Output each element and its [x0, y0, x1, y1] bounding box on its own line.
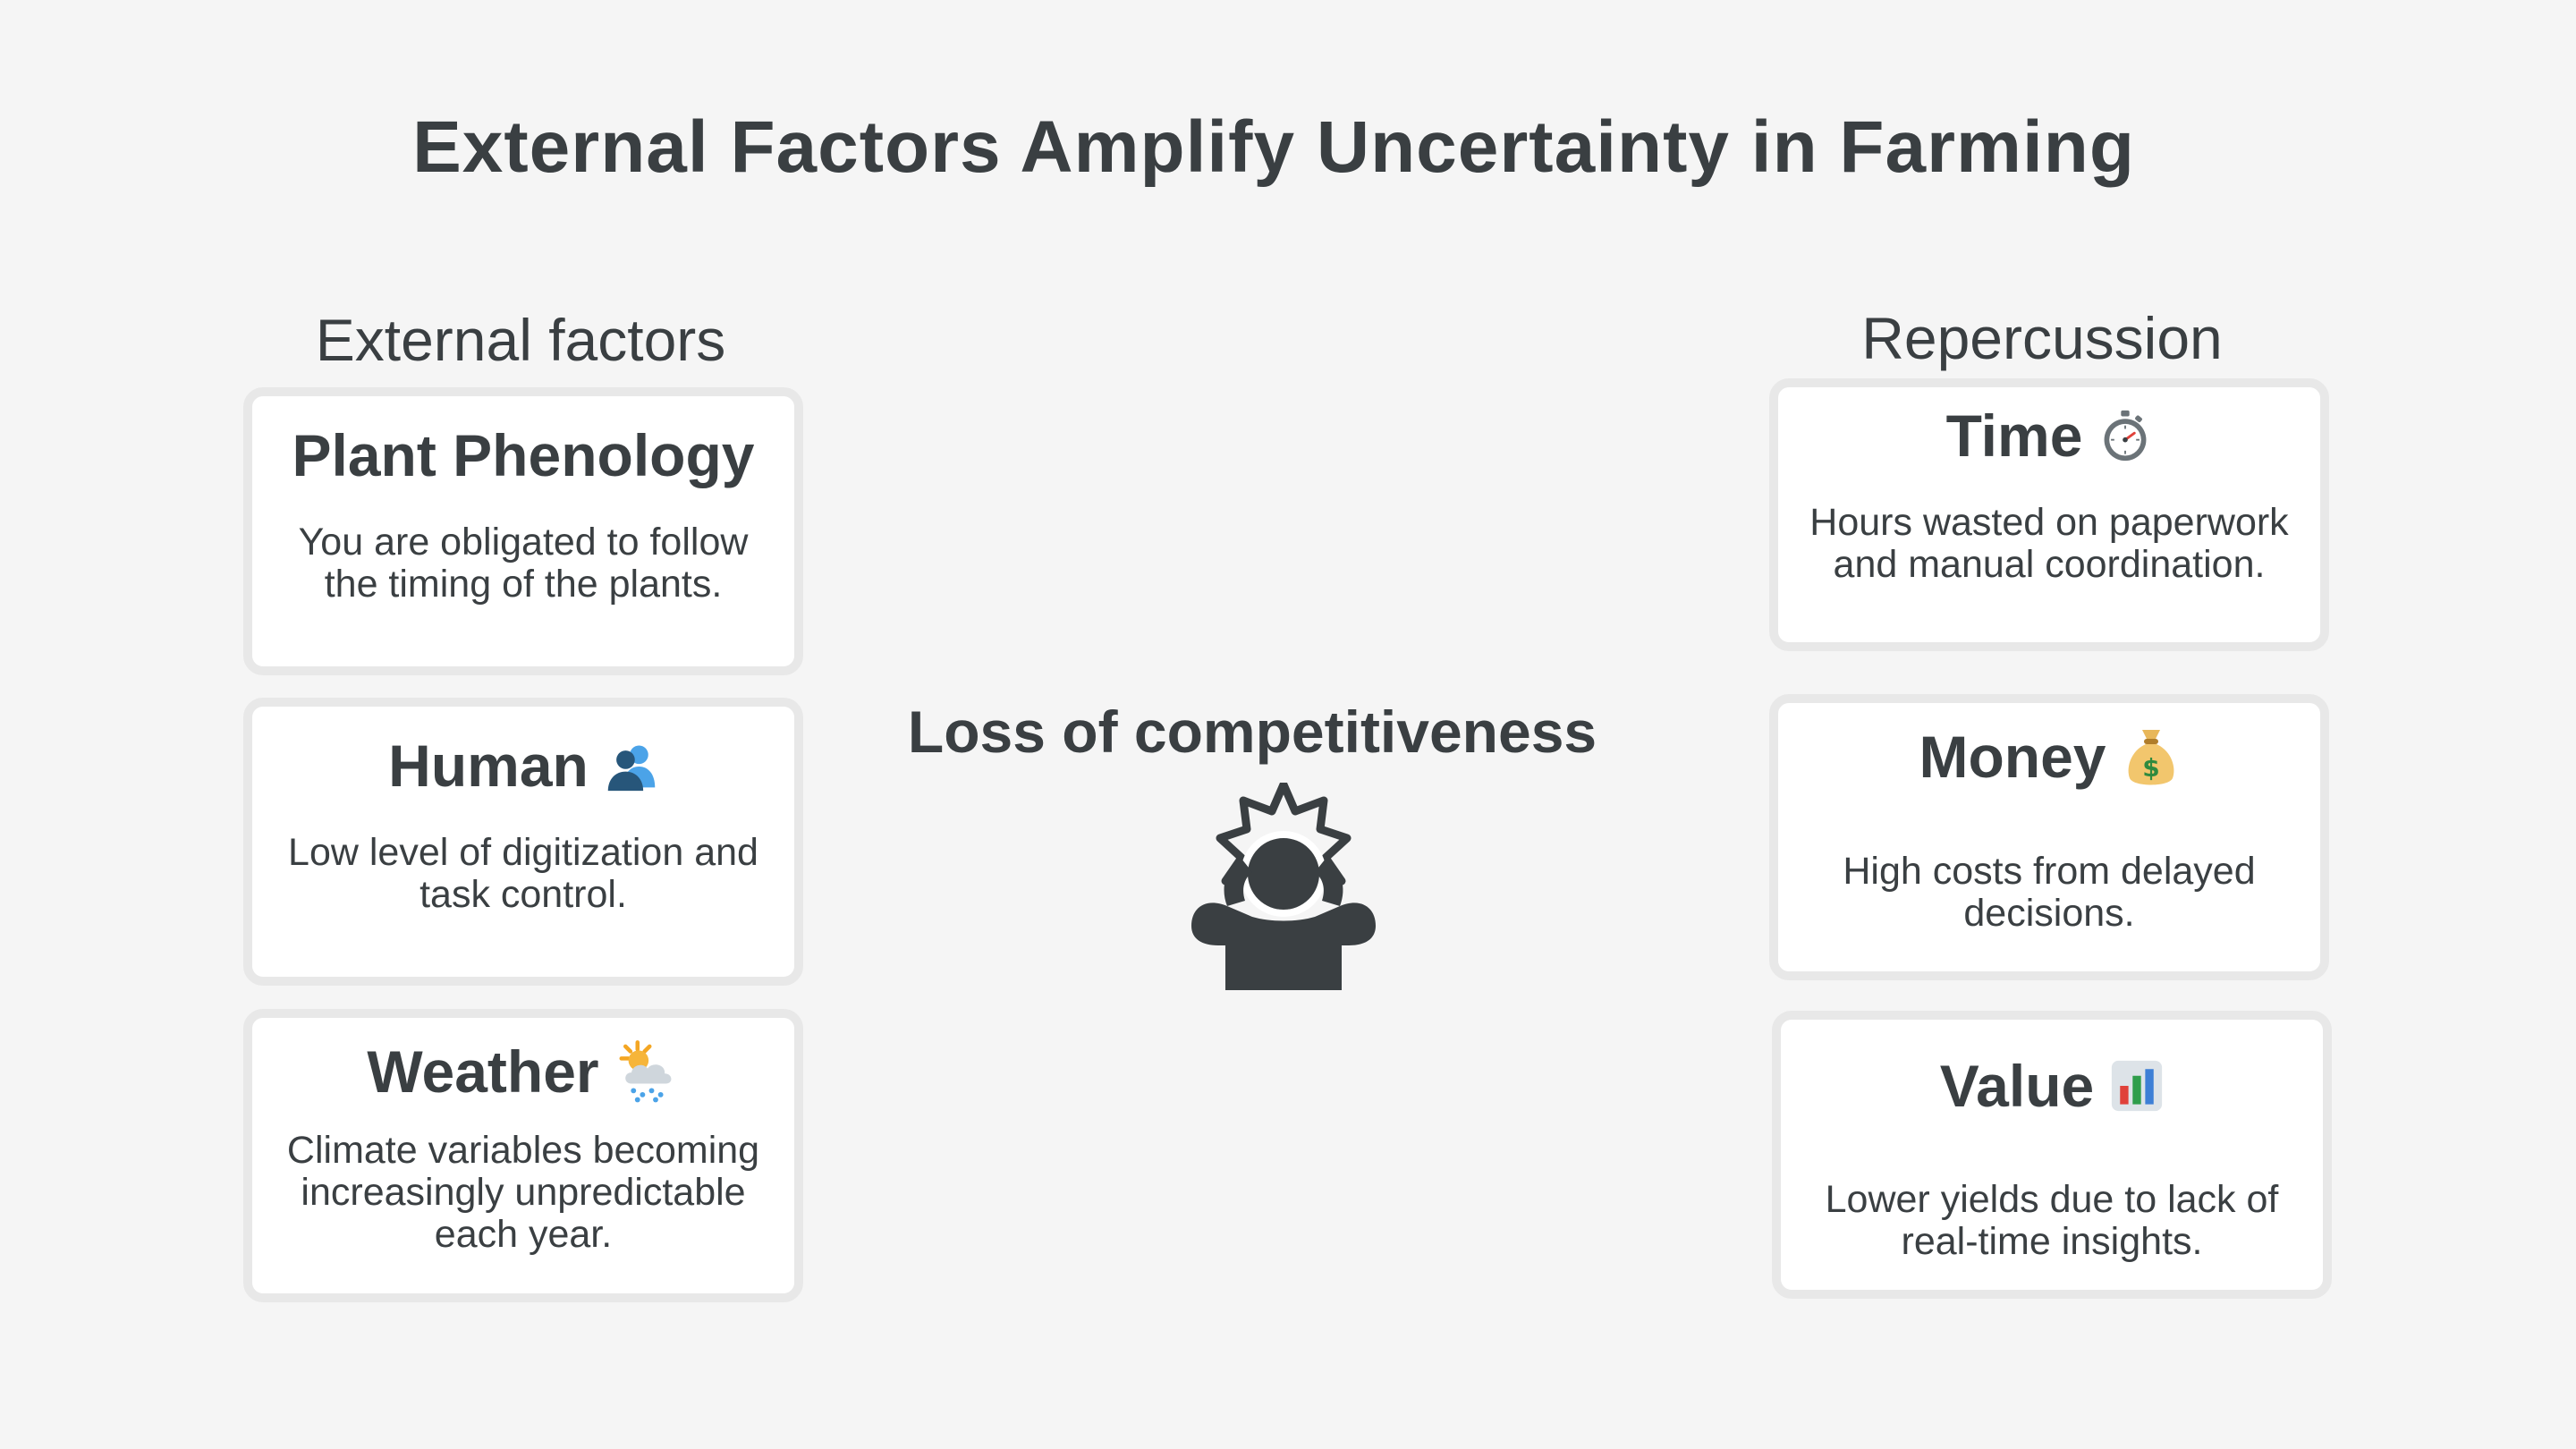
card-title: Human [252, 732, 794, 800]
page-title: External Factors Amplify Uncertainty in … [412, 106, 2135, 188]
card-description: Lower yields due to lack of real-time in… [1825, 1178, 2279, 1263]
card-human: Human Low level of digitization and task… [243, 698, 803, 986]
card-weather: Weather Climate variables becoming incre… [243, 1009, 803, 1302]
external-factors-heading: External factors [315, 307, 726, 373]
card-title: Weather [252, 1038, 794, 1106]
card-title: Time [1778, 402, 2320, 470]
card-plant-phenology: Plant Phenology You are obligated to fol… [243, 387, 803, 675]
center-label: Loss of competitiveness [907, 699, 1597, 765]
money-bag-icon: $ [2128, 730, 2174, 785]
stopwatch-icon [2104, 410, 2147, 462]
card-description: High costs from delayed decisions. [1843, 850, 2256, 935]
card-description: You are obligated to follow the timing o… [298, 521, 749, 606]
card-description: Climate variables becoming increasingly … [286, 1129, 760, 1256]
card-title: Value [1781, 1052, 2323, 1120]
svg-text:$: $ [2142, 753, 2159, 783]
card-value: Value Lower yields due to lack of real-t… [1772, 1011, 2332, 1299]
card-description: Low level of digitization and task contr… [288, 831, 758, 916]
card-money: Money $ High costs from delayed decision… [1769, 694, 2329, 980]
sun-behind-rain-cloud-icon [619, 1040, 672, 1103]
card-description: Hours wasted on paperwork and manual coo… [1809, 501, 2289, 586]
stressed-person-icon [1191, 783, 1376, 990]
repercussion-heading: Repercussion [1861, 305, 2223, 371]
card-title: Plant Phenology [292, 422, 755, 488]
card-time: Time Hours wasted on paperwork and manua… [1769, 378, 2329, 651]
people-icon [607, 745, 656, 792]
card-title: Money $ [1778, 723, 2320, 791]
bar-chart-icon [2112, 1060, 2163, 1112]
